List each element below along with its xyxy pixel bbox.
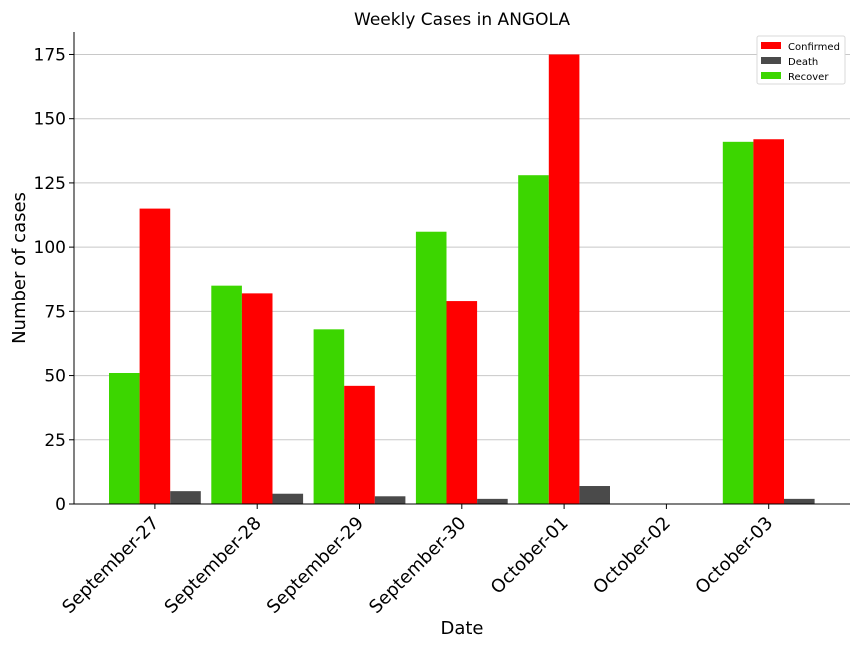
x-tick-label: September-28 [161, 513, 266, 618]
y-tick-label: 25 [44, 431, 66, 451]
y-tick-label: 50 [44, 367, 66, 387]
bar-recover [415, 231, 447, 504]
bar-confirmed [548, 54, 580, 504]
x-tick-label: September-30 [365, 513, 470, 618]
legend-label: Death [788, 57, 818, 68]
bar-confirmed [344, 385, 375, 504]
x-tick-label: September-27 [58, 513, 163, 618]
bar-recover [211, 285, 242, 504]
bar-confirmed [753, 139, 784, 504]
bar-confirmed [241, 293, 273, 504]
x-ticks: September-27September-28September-29Sept… [58, 504, 777, 618]
bars [109, 54, 815, 504]
bar-recover [109, 372, 140, 504]
legend: Confirmed Death Recover [756, 35, 846, 85]
legend-label: Confirmed [788, 42, 840, 53]
legend-label: Recover [788, 72, 829, 83]
bar-death [374, 496, 406, 504]
y-axis-label: Number of cases [9, 192, 30, 344]
bar-confirmed [139, 208, 171, 504]
y-tick-label: 100 [34, 238, 66, 258]
bar-death [170, 491, 201, 504]
x-axis-label: Date [440, 618, 483, 639]
bar-recover [518, 175, 549, 504]
x-tick-label: October-03 [691, 513, 777, 599]
legend-swatch [761, 42, 781, 49]
chart-title: Weekly Cases in ANGOLA [354, 10, 570, 30]
bar-death [784, 498, 815, 504]
bar-recover [722, 141, 754, 504]
y-ticks: 0 25 50 75 100 125 150 175 [34, 45, 74, 515]
legend-swatch [761, 57, 781, 64]
bar-death [272, 493, 304, 504]
bar-death [579, 486, 610, 504]
y-tick-label: 0 [55, 495, 66, 515]
bar-death [477, 498, 508, 504]
y-tick-label: 75 [44, 302, 66, 322]
x-tick-label: September-29 [263, 513, 368, 618]
y-tick-label: 175 [34, 45, 66, 65]
bar-recover [313, 329, 345, 504]
y-tick-label: 150 [34, 110, 66, 130]
x-tick-label: October-01 [487, 513, 573, 599]
x-tick-label: October-02 [589, 513, 675, 599]
legend-swatch [761, 72, 781, 79]
y-tick-label: 125 [34, 174, 66, 194]
bar-confirmed [446, 301, 478, 504]
